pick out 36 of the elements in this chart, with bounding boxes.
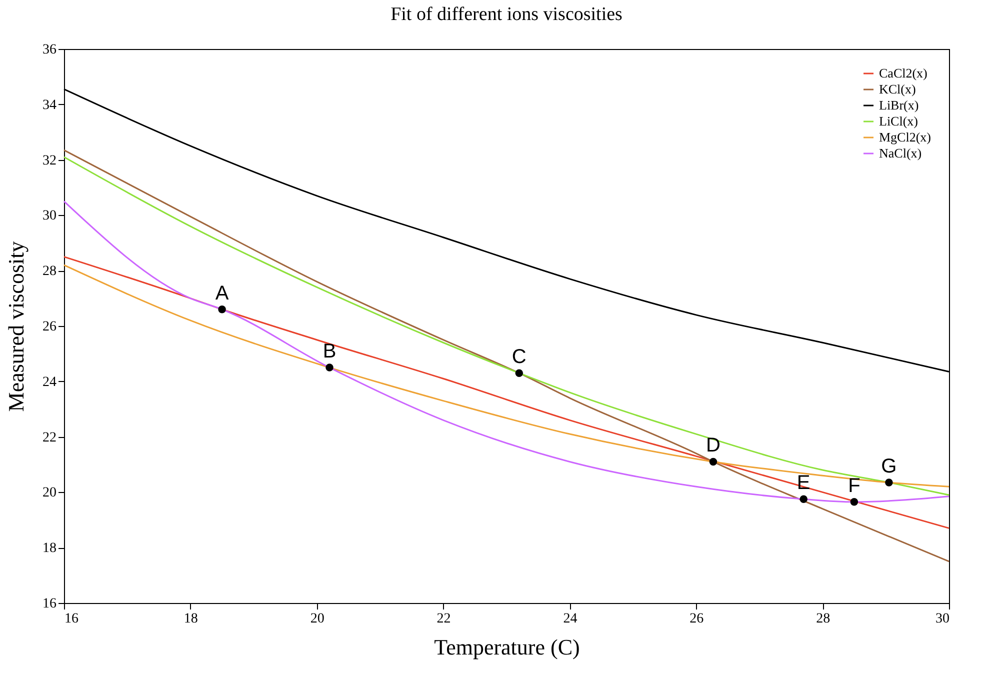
x-tick-label: 28	[816, 612, 830, 626]
y-axis-title: Measured viscosity	[4, 241, 28, 412]
y-tick-label: 30	[42, 208, 56, 224]
legend-label: MgCl2(x)	[879, 130, 931, 144]
line-series	[63, 149, 950, 562]
y-tick-label: 18	[42, 541, 56, 556]
legend-label: NaCl(x)	[879, 146, 922, 160]
annotation: A	[215, 282, 230, 304]
y-tick-label: 34	[42, 98, 56, 113]
annotation: B	[322, 340, 336, 363]
annotation: F	[848, 474, 860, 497]
x-tick-label: 22	[436, 612, 451, 626]
legend-label: LiCl(x)	[879, 114, 918, 128]
y-tick-label: 24	[42, 374, 56, 390]
x-tick-label: 26	[690, 612, 704, 626]
legend-label: CaCl2(x)	[879, 66, 928, 80]
y-tick-label: 16	[42, 596, 56, 612]
x-tick-label: 20	[310, 612, 324, 626]
legend-label: KCl(x)	[879, 82, 916, 96]
x-axis-title: Temperature (C)	[434, 634, 580, 660]
x-tick-label: 16	[64, 612, 78, 626]
legend-label: LiBr(x)	[879, 98, 919, 112]
chart-title: Fit of different ions viscosities	[390, 4, 622, 25]
y-tick-label: 28	[42, 264, 56, 280]
annotation: G	[881, 456, 897, 478]
y-tick-label: 20	[42, 486, 56, 501]
x-tick-label: 24	[563, 612, 578, 626]
annotation: D	[706, 434, 720, 457]
y-tick-label: 22	[42, 430, 56, 446]
line-series	[63, 256, 950, 529]
annotation: C	[512, 346, 526, 368]
y-tick-label: 32	[42, 153, 56, 168]
y-tick-label: 36	[42, 42, 56, 58]
x-tick-label: 18	[184, 612, 198, 626]
x-tick-label: 30	[936, 612, 950, 626]
y-tick-label: 26	[42, 320, 56, 334]
